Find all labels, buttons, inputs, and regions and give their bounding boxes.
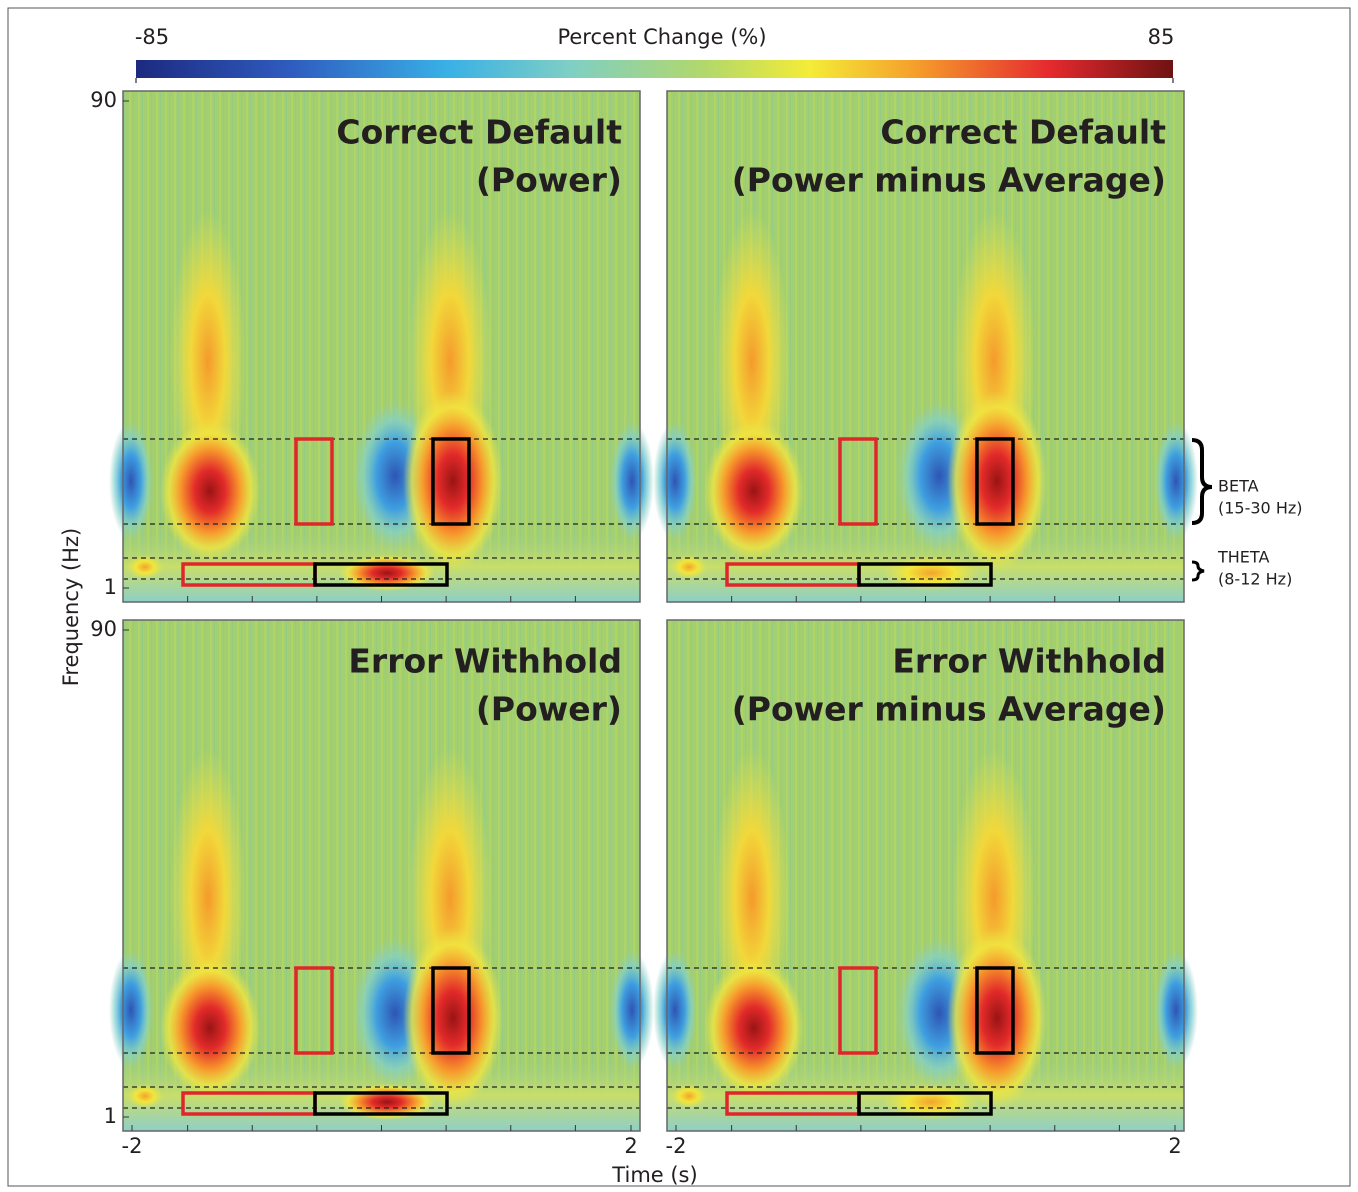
figure: Percent Change (%) Frequency (Hz) Time (… <box>0 0 1358 1188</box>
theta-brace <box>1192 562 1204 580</box>
y-tick-label: 1 <box>104 1104 117 1128</box>
heat-blob <box>109 950 153 1070</box>
heat-blob <box>403 928 503 1108</box>
panel-title: Correct Default <box>336 113 622 152</box>
y-axis-label: Frequency (Hz) <box>59 528 83 686</box>
x-tick-label: -2 <box>122 1134 143 1158</box>
panel-title: Correct Default <box>880 113 1166 152</box>
heat-blob <box>947 391 1047 571</box>
heat-blob <box>704 958 804 1098</box>
panel-title: Error Withhold <box>348 642 622 681</box>
panel-title: (Power minus Average) <box>732 690 1166 729</box>
panel: Error Withhold (Power minus Average) -2 2 <box>653 620 1198 1158</box>
beta-range: (15-30 Hz) <box>1218 499 1303 518</box>
heat-blob <box>653 950 697 1070</box>
heat-blob <box>653 421 697 541</box>
panel: Error Withhold (Power) 1 90 -2 2 <box>90 617 654 1158</box>
colorbar-tick-label: 85 <box>1148 25 1175 49</box>
panel: Correct Default (Power) 1 90 <box>90 88 654 602</box>
heat-blob <box>403 391 503 571</box>
panel: Correct Default (Power minus Average) <box>653 91 1198 602</box>
y-tick-label: 1 <box>104 575 117 599</box>
panel-title: Error Withhold <box>892 642 1166 681</box>
panel-title: (Power) <box>476 690 622 729</box>
x-axis-label: Time (s) <box>611 1163 697 1187</box>
heat-blob <box>160 958 260 1098</box>
x-tick-label: 2 <box>624 1134 637 1158</box>
colorbar-tick-label: -85 <box>135 25 169 49</box>
band-annotations: BETA (15-30 Hz) THETA (8-12 Hz) <box>1192 440 1303 589</box>
colorbar <box>136 60 1173 78</box>
x-tick-label: 2 <box>1168 1134 1181 1158</box>
y-tick-label: 90 <box>90 617 117 641</box>
theta-range: (8-12 Hz) <box>1218 570 1292 589</box>
heat-blob <box>704 421 804 561</box>
theta-label: THETA <box>1217 548 1269 567</box>
y-tick-label: 90 <box>90 88 117 112</box>
heat-blob <box>947 928 1047 1108</box>
panel-title: (Power) <box>476 161 622 200</box>
panel-title: (Power minus Average) <box>732 161 1166 200</box>
beta-label: BETA <box>1218 477 1259 496</box>
heat-blob <box>160 421 260 561</box>
colorbar-label: Percent Change (%) <box>557 25 766 49</box>
heat-blob <box>109 421 153 541</box>
x-tick-label: -2 <box>666 1134 687 1158</box>
